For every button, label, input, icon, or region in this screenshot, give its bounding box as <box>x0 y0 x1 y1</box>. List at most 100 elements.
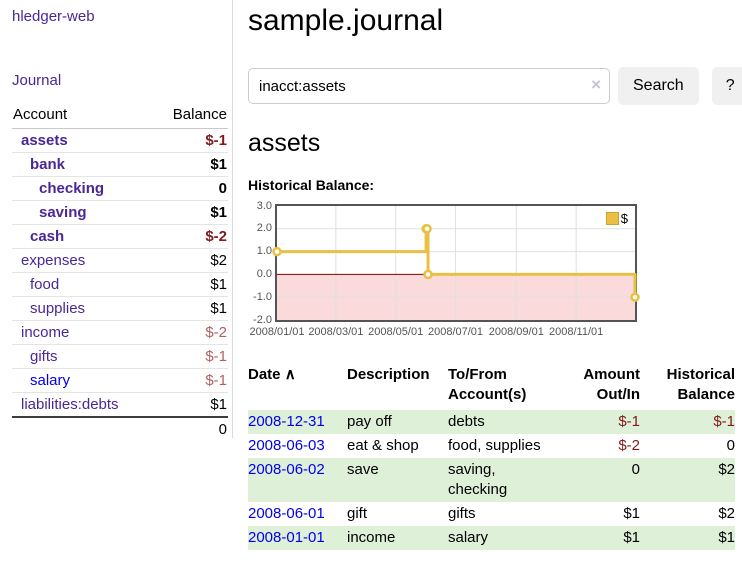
register-cell-accounts: debts <box>448 413 485 430</box>
account-row: checking 0 <box>12 176 228 201</box>
account-balance: $1 <box>153 392 228 418</box>
chart-label: Historical Balance: <box>248 177 375 193</box>
search-input[interactable] <box>248 68 610 104</box>
register-rows: 2008-12-31 pay off debts $-1 $-1 2008-06-03 ea… <box>248 410 735 550</box>
chart-legend: $ <box>603 210 630 227</box>
register-cell-date: 2008-06-02 <box>248 458 347 502</box>
register-cell-amount: $1 <box>623 505 640 522</box>
register-cell-amount: 0 <box>631 461 640 478</box>
chart-plot-area[interactable]: $ <box>272 204 640 322</box>
accounts-col-account: Account <box>12 104 154 129</box>
sidebar-account-supplies[interactable]: supplies <box>30 300 86 317</box>
register-cell-description: pay off <box>347 413 392 430</box>
sidebar-account-expenses[interactable]: expenses <box>21 252 86 269</box>
brand-link[interactable]: hledger-web <box>12 8 95 25</box>
accounts-header-row: Account Balance <box>12 104 228 129</box>
register-cell-accounts: salary <box>448 529 489 546</box>
register-cell-balance: 0 <box>726 437 735 454</box>
sidebar-account-salary[interactable]: salary <box>30 372 71 389</box>
register-cell-amount: $-1 <box>618 413 640 430</box>
search-box: × <box>248 68 610 104</box>
account-row: supplies $1 <box>12 296 228 321</box>
register-cell-balance: $1 <box>718 529 735 546</box>
y-axis-tick-label: -1.0 <box>253 290 272 303</box>
x-axis-tick-label: 2008/11/01 <box>549 326 604 338</box>
transaction-date-link[interactable]: 2008-12-31 <box>248 413 325 430</box>
accounts-col-balance: Balance <box>153 104 228 129</box>
help-button[interactable]: ? <box>711 67 742 105</box>
account-row: salary $-1 <box>12 368 228 393</box>
date-header-label: Date <box>248 366 281 383</box>
account-rows: assets $-1 bank $1 checking 0 saving $1 cash $-2 e… <box>12 128 228 418</box>
account-row: cash $-2 <box>12 224 228 249</box>
register-col-balance: Historical Balance <box>666 366 735 403</box>
transaction-date-link[interactable]: 2008-06-03 <box>248 437 325 454</box>
y-axis-tick-label: -2.0 <box>253 313 272 326</box>
account-row: expenses $2 <box>12 248 228 273</box>
register-row: 2008-06-03 eat & shop food, supplies $-2 0 <box>248 434 735 458</box>
account-balance: $-2 <box>153 224 228 249</box>
register-col-date[interactable]: Date ∧ <box>248 363 347 410</box>
account-heading: assets <box>248 129 321 157</box>
x-axis-tick-label: 2008/01/01 <box>249 326 305 338</box>
account-balance: $-2 <box>153 320 228 345</box>
register-col-accounts: To/From Account(s) <box>448 366 527 403</box>
clear-search-icon[interactable]: × <box>591 75 601 94</box>
sidebar-account-income[interactable]: income <box>21 324 70 341</box>
main-content: sample.journal × Search ? assets Histori… <box>233 0 742 550</box>
account-row: income $-2 <box>12 320 228 345</box>
sidebar-account-bank[interactable]: bank <box>30 156 66 173</box>
register-cell-amount: $1 <box>623 529 640 546</box>
accounts-total-value: 0 <box>153 416 228 441</box>
y-axis-tick-label: 2.0 <box>256 222 272 235</box>
register-cell-amount: $-2 <box>618 437 640 454</box>
transaction-date-link[interactable]: 2008-06-01 <box>248 505 325 522</box>
sidebar-account-saving[interactable]: saving <box>39 204 87 221</box>
sort-asc-icon: ∧ <box>284 366 296 383</box>
register-cell-date: 2008-06-01 <box>248 502 347 526</box>
transaction-date-link[interactable]: 2008-06-02 <box>248 461 325 478</box>
y-axis-tick-label: 0.0 <box>256 267 272 280</box>
account-balance: $1 <box>153 296 228 321</box>
account-balance: $-1 <box>153 344 228 369</box>
account-row: food $1 <box>12 272 228 297</box>
accounts-total-row: 0 <box>12 416 228 441</box>
account-balance: $-1 <box>153 128 228 153</box>
sidebar-account-cash[interactable]: cash <box>30 228 65 245</box>
sidebar-account-food[interactable]: food <box>30 276 60 293</box>
register-cell-description: save <box>347 461 379 478</box>
balance-chart: $ 3.0 2.0 1.0 0.0 -1.0 -2.0 2008/01/01 2008/03/… <box>248 200 648 342</box>
accounts-table: Account Balance assets $-1 bank $1 checking 0… <box>12 104 228 441</box>
register-cell-balance: $-1 <box>713 413 735 430</box>
search-form: × Search ? <box>248 67 742 105</box>
register-cell-accounts: food, supplies <box>448 437 541 454</box>
register-cell-description: eat & shop <box>347 437 419 454</box>
x-axis-tick-label: 2008/03/01 <box>308 326 364 338</box>
register-row: 2008-06-02 save saving, checking 0 $2 <box>248 458 735 502</box>
x-axis-tick-label: 2008/09/01 <box>488 326 544 338</box>
register-header-row: Date ∧ Description To/From Account(s) Am… <box>248 363 735 410</box>
sidebar-account-checking[interactable]: checking <box>39 180 105 197</box>
sidebar-account-gifts[interactable]: gifts <box>30 348 58 365</box>
sidebar-account-assets[interactable]: assets <box>21 132 68 149</box>
account-row: bank $1 <box>12 152 228 177</box>
register-table: Date ∧ Description To/From Account(s) Am… <box>248 363 735 550</box>
spacer <box>12 416 154 441</box>
sidebar-account-liabilities-debts[interactable]: liabilities:debts <box>21 396 119 413</box>
account-row: assets $-1 <box>12 128 228 153</box>
account-balance: $2 <box>153 248 228 273</box>
register-cell-date: 2008-06-03 <box>248 434 347 458</box>
sidebar: hledger-web Journal Account Balance asse… <box>0 0 233 441</box>
register-cell-accounts: saving, checking <box>448 461 508 498</box>
register-row: 2008-01-01 income salary $1 $1 <box>248 526 735 550</box>
register-row: 2008-12-31 pay off debts $-1 $-1 <box>248 410 735 434</box>
sidebar-item-journal[interactable]: Journal <box>12 72 62 89</box>
transaction-date-link[interactable]: 2008-01-01 <box>248 529 325 546</box>
search-button[interactable]: Search <box>618 67 699 105</box>
account-row: saving $1 <box>12 200 228 225</box>
x-axis-tick-label: 2008/05/01 <box>368 326 424 338</box>
account-row: liabilities:debts $1 <box>12 392 228 418</box>
account-row: gifts $-1 <box>12 344 228 369</box>
chart-canvas <box>272 206 640 320</box>
account-balance: $-1 <box>153 368 228 393</box>
